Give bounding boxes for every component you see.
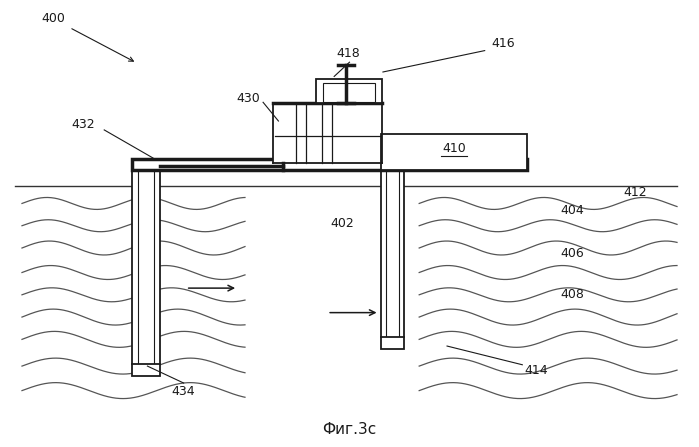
Bar (273, 103, 382, 163)
Text: 402: 402 (331, 217, 354, 230)
Text: 412: 412 (624, 186, 647, 199)
Bar (132, 159, 527, 170)
Text: 432: 432 (71, 118, 95, 131)
Bar (132, 364, 160, 376)
Text: Фиг.3c: Фиг.3c (322, 422, 377, 437)
Bar (323, 83, 375, 102)
Bar (316, 79, 382, 103)
Text: 414: 414 (524, 364, 548, 377)
Bar (381, 135, 527, 170)
Text: 416: 416 (491, 37, 514, 50)
Text: 434: 434 (172, 385, 196, 398)
Text: 430: 430 (236, 92, 260, 105)
Text: 410: 410 (442, 142, 466, 155)
Text: 404: 404 (561, 204, 584, 217)
Text: 408: 408 (561, 288, 584, 301)
Bar (381, 170, 404, 337)
Bar (381, 337, 404, 349)
Text: 400: 400 (41, 12, 65, 25)
Text: 418: 418 (336, 47, 360, 60)
Text: 406: 406 (561, 247, 584, 260)
Bar (132, 170, 160, 364)
